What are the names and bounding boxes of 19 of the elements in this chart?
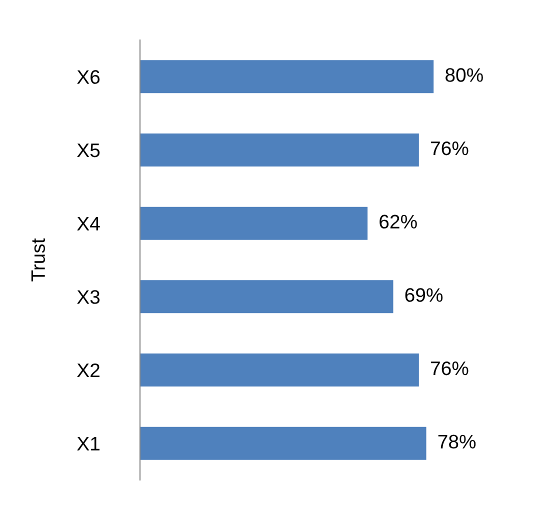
- data-label: 78%: [438, 434, 476, 449]
- bar: [140, 280, 394, 314]
- bar: [140, 354, 419, 386]
- data-label: 69%: [405, 288, 443, 302]
- y-tick-label: X4: [77, 217, 100, 230]
- y-tick-label: X5: [77, 144, 100, 158]
- y-axis-title: Trust: [31, 238, 46, 282]
- bar: [140, 134, 419, 166]
- bar: [140, 426, 426, 460]
- y-tick-label: X1: [77, 437, 100, 450]
- data-label: 76%: [431, 141, 468, 156]
- bar: [140, 206, 368, 240]
- data-label: 76%: [431, 361, 468, 376]
- y-tick-label: X2: [77, 363, 100, 378]
- data-label: 80%: [446, 68, 483, 82]
- y-tick-label: X6: [77, 70, 100, 84]
- data-label: 62%: [380, 214, 417, 229]
- bar: [140, 60, 434, 94]
- y-tick-label: X3: [77, 290, 100, 304]
